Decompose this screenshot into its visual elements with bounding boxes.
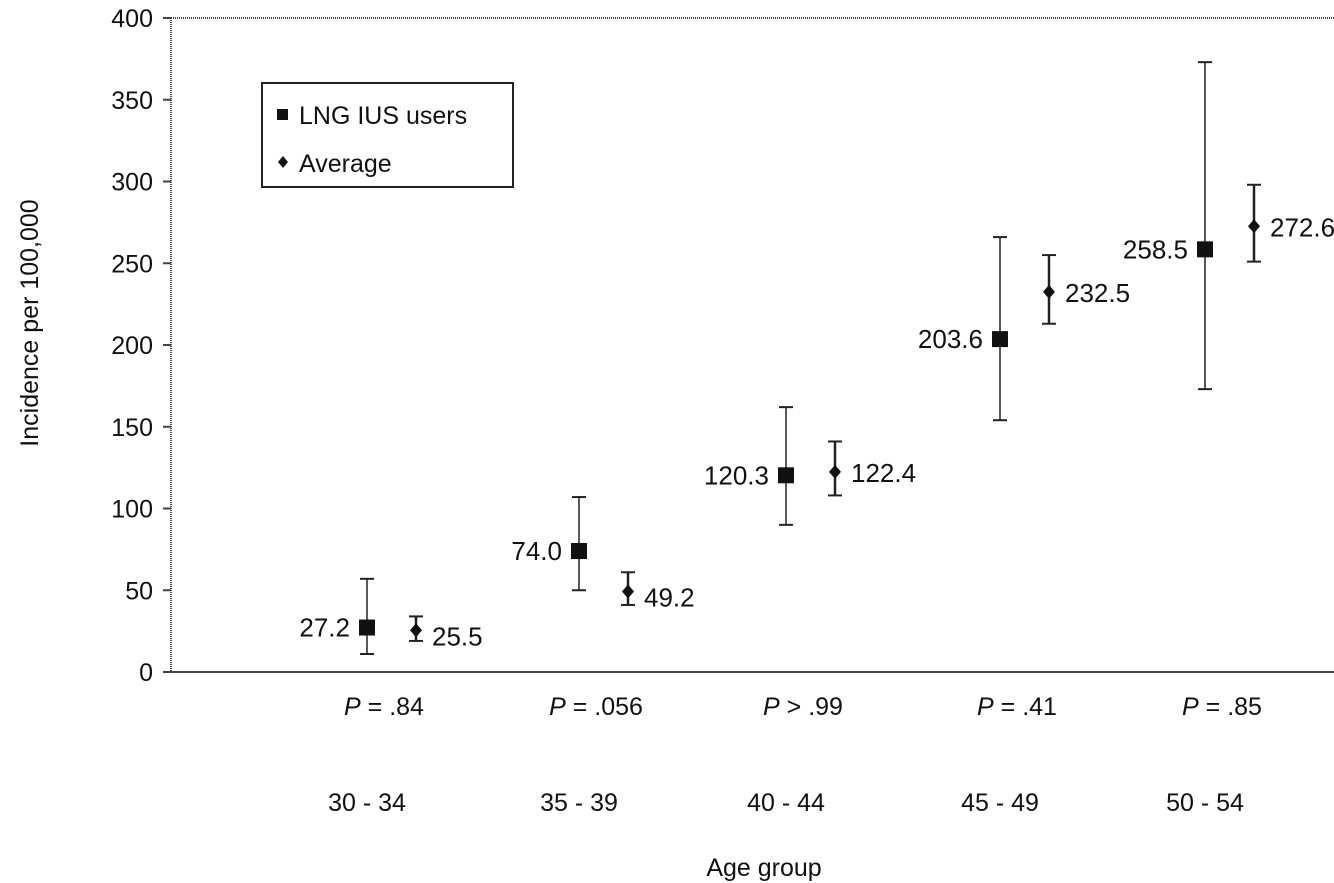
y-tick-label: 400 xyxy=(111,5,153,33)
p-value-label: P = .056 xyxy=(549,693,643,721)
data-point-square xyxy=(571,543,587,560)
x-category-label: 40 - 44 xyxy=(747,789,825,817)
y-axis-ticks: 0 50 100 150 200 250 300 350 400 xyxy=(111,5,171,687)
y-tick-label: 100 xyxy=(111,496,153,524)
data-label: 203.6 xyxy=(918,324,983,354)
data-point-diamond xyxy=(829,464,841,479)
p-value-label: P = .85 xyxy=(1182,693,1262,721)
data-point-diamond xyxy=(1248,219,1260,234)
p-value-labels: P = .84 P = .056 P > .99 P = .41 P = .85 xyxy=(344,693,1262,721)
y-tick-label: 200 xyxy=(111,332,153,360)
series-average: 25.5 49.2 122.4 232.5 272.6 xyxy=(409,183,1334,651)
x-axis-title: Age group xyxy=(706,854,821,882)
data-label: 25.5 xyxy=(432,621,483,651)
data-label: 120.3 xyxy=(704,460,769,490)
y-tick-label: 150 xyxy=(111,414,153,442)
data-point-square xyxy=(992,331,1008,348)
data-point-diamond xyxy=(410,623,422,638)
data-label: 49.2 xyxy=(644,583,695,613)
data-label: 27.2 xyxy=(299,613,350,643)
x-category-label: 30 - 34 xyxy=(328,789,406,817)
legend-label: LNG IUS users xyxy=(299,102,467,130)
data-point-square xyxy=(1197,241,1213,258)
legend-entry: Average xyxy=(278,150,392,178)
x-category-label: 45 - 49 xyxy=(961,789,1039,817)
legend: LNG IUS users Average xyxy=(261,82,514,188)
legend-square-marker xyxy=(277,109,288,120)
data-point-diamond xyxy=(622,584,634,599)
x-category-label: 50 - 54 xyxy=(1166,789,1244,817)
data-point-square xyxy=(778,467,794,484)
series-lng-ius-users: 27.2 74.0 120.3 203.6 258.5 xyxy=(299,61,1213,656)
y-tick-label: 0 xyxy=(139,659,153,687)
p-value-label: P = .41 xyxy=(977,693,1057,721)
data-point-square xyxy=(359,619,375,636)
data-label: 272.6 xyxy=(1270,212,1334,242)
data-label: 232.5 xyxy=(1065,278,1130,308)
x-category-label: 35 - 39 xyxy=(540,789,618,817)
data-label: 258.5 xyxy=(1123,234,1188,264)
y-tick-label: 250 xyxy=(111,250,153,278)
legend-label: Average xyxy=(299,150,392,178)
series-marks: 27.2 74.0 120.3 203.6 258.5 25.5 49.2 122.4 232.… xyxy=(299,61,1334,656)
data-point-diamond xyxy=(1043,284,1055,299)
y-axis-title: Incidence per 100,000 xyxy=(16,199,44,446)
data-label: 122.4 xyxy=(851,458,916,488)
y-tick-label: 300 xyxy=(111,169,153,197)
p-value-label: P = .84 xyxy=(344,693,424,721)
y-tick-label: 350 xyxy=(111,87,153,115)
y-tick-label: 50 xyxy=(125,577,153,605)
legend-box xyxy=(261,82,514,188)
data-label: 74.0 xyxy=(511,536,562,566)
legend-diamond-marker xyxy=(278,156,288,168)
p-value-label: P > .99 xyxy=(763,693,843,721)
legend-entry: LNG IUS users xyxy=(277,102,467,130)
x-axis-categories: 30 - 34 35 - 39 40 - 44 45 - 49 50 - 54 xyxy=(328,789,1244,817)
